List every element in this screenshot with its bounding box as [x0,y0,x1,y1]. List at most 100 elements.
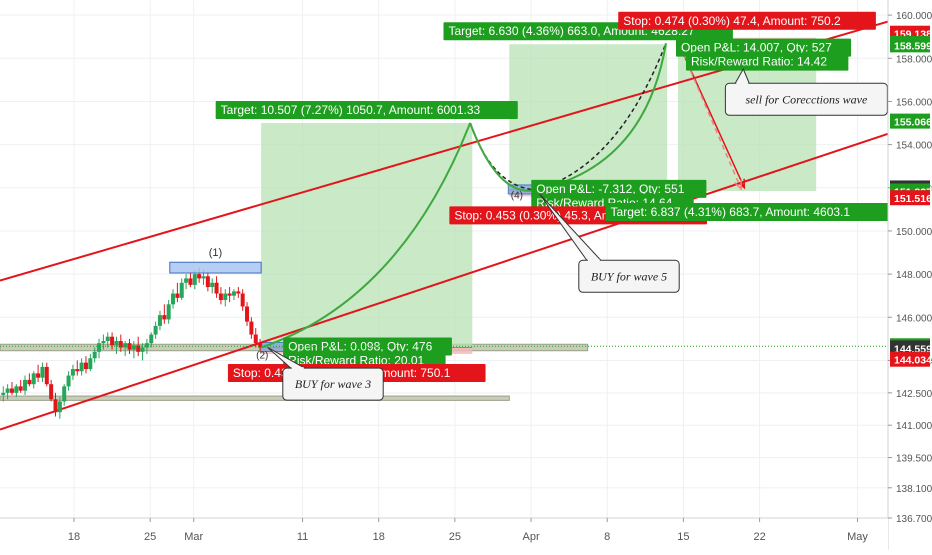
time-axis-bg [0,518,888,550]
candle [179,278,184,301]
candle [214,276,219,298]
pivot-boxes[interactable]: (1) [169,247,262,274]
price-label-text: 151.516 [894,193,932,205]
candle [123,341,128,357]
candle [245,302,250,326]
price-tick-label: 141.000 [896,421,932,432]
price-label[interactable]: 158.599 [890,37,932,53]
time-tick-label: May [847,531,868,543]
position-pnl-label: Open P&L: 14.007, Qty: 527 [675,38,852,57]
candle [66,371,71,391]
annotation-box [724,82,888,116]
candle-body [40,366,45,378]
arrow-line[interactable] [682,53,742,190]
position-rr-label-text: Risk/Reward Ratio: 14.42 [691,55,827,69]
candle-body [210,282,215,288]
price-tick-label: 158.000 [896,54,932,65]
candle-body [27,379,32,385]
candle-body [179,282,184,298]
candle-body [249,321,254,335]
annotation-box [282,367,384,401]
projection-curve[interactable] [469,122,537,191]
annotation-callout[interactable]: BUY for wave 3 [267,347,384,401]
annotation-text: sell for Corecctions wave [745,92,868,106]
price-tick-label: 142.500 [896,389,932,400]
candle [62,384,67,406]
price-label-text: 158.599 [894,40,932,52]
candle [110,332,115,350]
time-tick-label: 25 [449,531,461,543]
position-pnl-label-text: Open P&L: 14.007, Qty: 527 [681,41,832,55]
arrows[interactable] [682,53,746,191]
price-label[interactable]: 144.034 [890,351,932,367]
projection-curve[interactable] [260,122,472,349]
candle [70,364,75,380]
candle [153,321,158,339]
candle-body [205,276,210,288]
position-pnl-label-bg [531,179,707,198]
annotations[interactable]: BUY for wave 3 BUY for wave 5 sell for Cor… [267,67,888,401]
candle [157,310,162,331]
projection-curve[interactable] [536,42,667,191]
price-tick-label: 138.100 [896,484,932,495]
position-target-area[interactable] [261,123,473,348]
arrow-line[interactable] [682,53,746,189]
price-tick-label: 146.000 [896,313,932,324]
candle [162,304,167,324]
price-axis-bg [888,0,932,550]
projection-curve[interactable] [469,122,537,192]
candle-body [140,347,145,352]
position-target-label-bg [215,101,518,120]
candle [171,289,176,309]
candle [205,271,210,292]
candle [18,379,23,393]
annotation-callout[interactable]: BUY for wave 5 [539,193,680,293]
position-stop-label: Stop: 0.474 (0.30%) 47.4, Amount: 750.2 [618,11,876,30]
candle [14,384,19,398]
position-target-area[interactable] [509,44,668,190]
candle-body [23,379,28,391]
candle [149,332,154,348]
candle-body [131,345,136,350]
candle [27,373,32,387]
candle-body [75,369,80,372]
candle [175,282,180,303]
time-tick-label: 18 [68,531,80,543]
position-stop-label-bg [618,11,876,30]
candle-body [218,293,223,301]
candle [249,317,254,339]
annotation-text: BUY for wave 5 [591,269,667,283]
candle [118,334,123,352]
annotation-text: BUY for wave 3 [295,377,371,391]
candle [5,384,10,400]
annotation-callout[interactable]: sell for Corecctions wave [724,67,888,116]
position-target-label: Target: 10.507 (7.27%) 1050.7, Amount: 6… [215,101,518,120]
price-label-text: 155.066 [894,117,932,129]
candle-body [53,399,58,413]
candle [44,362,49,387]
candle [92,347,97,363]
wave-labels: (2) (4) [256,191,523,362]
candle [210,278,215,294]
candle-body [83,362,88,370]
price-label[interactable]: 151.516 [890,190,932,206]
candle-body [36,373,41,378]
arrow-head [737,178,746,190]
time-axis[interactable]: 18 25 Mar 11 18 25 Apr 8 15 22 May [0,517,888,550]
candle-body [110,336,115,346]
candle-body [57,401,62,413]
price-tick-label: 150.000 [896,227,932,238]
candle [83,356,88,374]
candle [236,287,241,298]
position-pnl-label-bg [283,337,452,356]
candle-body [92,351,97,359]
annotation-box [578,259,680,293]
pivot-box[interactable] [169,261,262,274]
price-label-bg [890,351,930,367]
price-label[interactable]: 155.066 [890,113,932,129]
candle-body [240,293,245,307]
price-label-bg [890,37,930,53]
